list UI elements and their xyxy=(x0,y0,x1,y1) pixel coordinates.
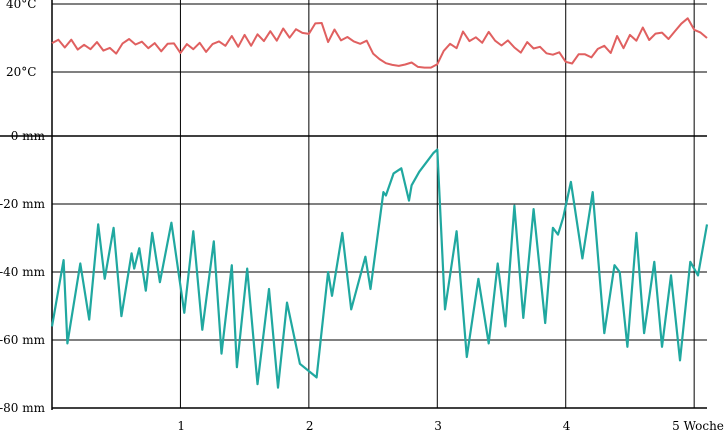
y-tick-label: 40°C xyxy=(6,0,36,11)
y-tick-label: -60 mm xyxy=(0,333,46,347)
y-tick-label: 20°C xyxy=(6,65,36,79)
series xyxy=(50,17,709,389)
x-tick-label: 5 Wochen xyxy=(672,419,724,433)
x-tick-label: 1 xyxy=(177,419,185,433)
x-tick-label: 3 xyxy=(434,419,442,433)
x-tick-label: 4 xyxy=(563,419,571,433)
y-tick-label: -20 mm xyxy=(0,197,46,211)
y-tick-label: -40 mm xyxy=(0,265,46,279)
temperature-series-line xyxy=(51,17,708,69)
displacement-series-line xyxy=(50,148,709,389)
y-tick-label: 0 mm xyxy=(11,129,46,143)
x-tick-label: 2 xyxy=(306,419,314,433)
grid xyxy=(0,0,707,409)
y-tick-label: -80 mm xyxy=(0,401,46,415)
